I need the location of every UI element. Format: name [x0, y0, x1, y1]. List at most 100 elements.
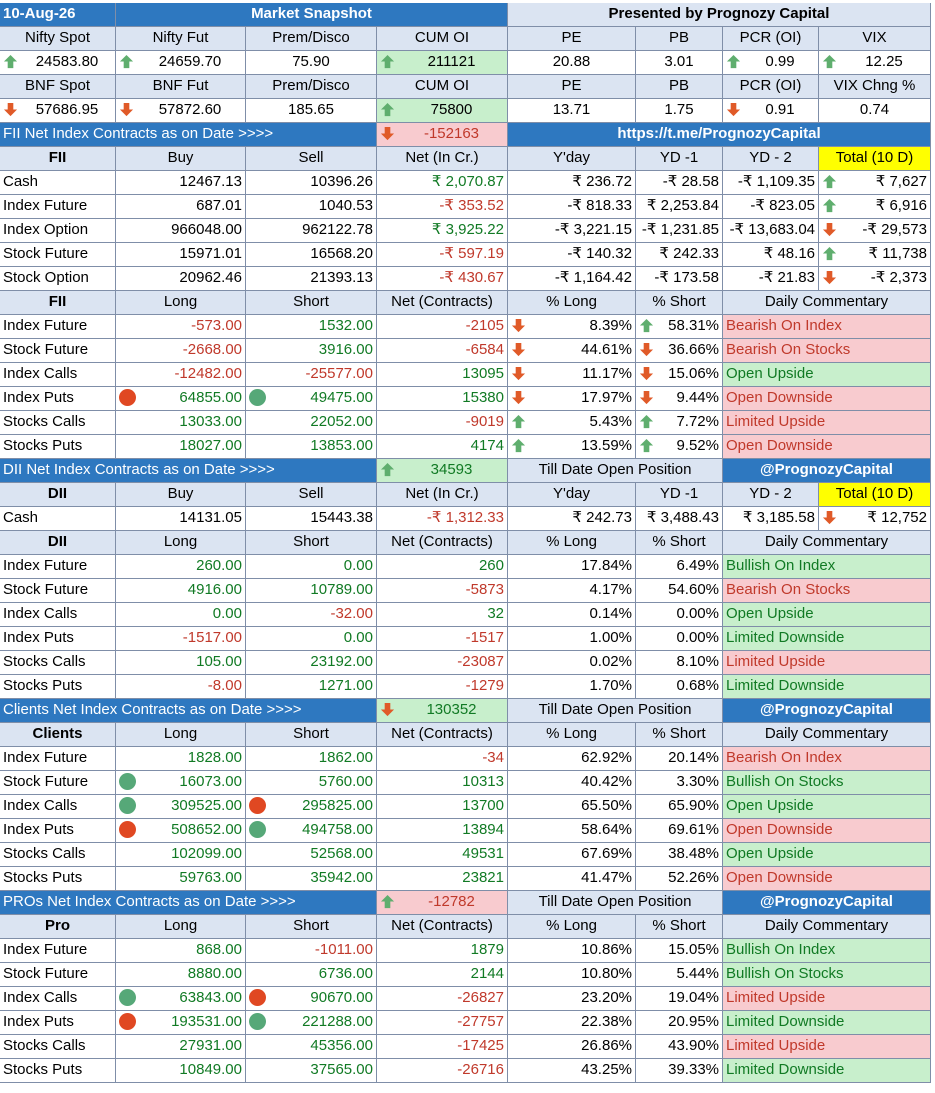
cell-text: Daily Commentary [764, 917, 889, 934]
position-cell: 58.31% [636, 315, 723, 339]
cell-text: DII Net Index Contracts as on Date >>>> [3, 461, 275, 478]
cell-text: Net (In Cr.) [405, 149, 479, 166]
cash-cell: Stock Future [0, 243, 116, 267]
cell-text: 494758.00 [302, 821, 373, 838]
position-cell: -1279 [377, 675, 508, 699]
cell-text: 8.39% [589, 317, 632, 334]
position-cell: 1879 [377, 939, 508, 963]
cash-header-cell: Net (In Cr.) [377, 147, 508, 171]
position-cell: Stocks Calls [0, 651, 116, 675]
cell-text: Prem/Disco [272, 29, 350, 46]
cell-text: BNF Spot [24, 77, 91, 94]
position-cell: 43.25% [508, 1059, 636, 1083]
cell-text: 4174 [470, 437, 504, 454]
cell-text: 309525.00 [171, 797, 242, 814]
position-header-cell: DII [0, 531, 116, 555]
cell-text: Index Calls [3, 797, 78, 814]
cell-text: -1517 [465, 629, 504, 646]
arrow-up-icon [639, 318, 654, 333]
cell-text: % Short [652, 533, 706, 550]
cell-text: -2105 [465, 317, 504, 334]
cell-text: Total (10 D) [835, 149, 914, 166]
cell-text: Stocks Puts [3, 869, 83, 886]
cash-cell: ₹ 242.73 [508, 507, 636, 531]
cell-text: 1879 [470, 941, 504, 958]
cell-text: FII [48, 149, 67, 166]
cell-text: 23.20% [581, 989, 632, 1006]
cell-text: 0.99 [765, 53, 795, 70]
position-cell: 309525.00 [116, 795, 246, 819]
position-cell: 58.64% [508, 819, 636, 843]
position-cell: 13894 [377, 819, 508, 843]
cash-cell: ₹ 6,916 [819, 195, 931, 219]
position-header-cell: Short [246, 291, 377, 315]
cell-text: 9.44% [676, 389, 719, 406]
cell-text: Limited Upside [726, 413, 826, 430]
position-cell: 7.72% [636, 411, 723, 435]
cash-cell: ₹ 236.72 [508, 171, 636, 195]
daily-commentary: Open Upside [723, 795, 931, 819]
cell-text: Open Downside [726, 821, 833, 838]
cell-text: PCR (OI) [739, 29, 802, 46]
cell-text: Open Downside [726, 437, 833, 454]
position-cell: 868.00 [116, 939, 246, 963]
position-cell: 23192.00 [246, 651, 377, 675]
cell-text: Stocks Calls [3, 653, 86, 670]
cell-text: 69.61% [668, 821, 719, 838]
cell-text: Stock Future [3, 773, 89, 790]
cell-text: Short [293, 917, 329, 934]
position-header-cell: Long [116, 291, 246, 315]
cell-text: 13033.00 [179, 413, 242, 430]
cell-text: Open Upside [726, 845, 814, 862]
position-header-cell: % Short [636, 915, 723, 939]
cell-text: 40.42% [581, 773, 632, 790]
cell-text: 75.90 [292, 53, 330, 70]
cell-text: Limited Downside [726, 629, 845, 646]
cash-header-cell: Total (10 D) [819, 147, 931, 171]
cell-text: 9.52% [676, 437, 719, 454]
position-cell: Index Future [0, 555, 116, 579]
cell-text: Limited Upside [726, 989, 826, 1006]
cell-text: Long [163, 533, 198, 550]
cell-text: -6584 [465, 341, 504, 358]
bnf-label: PB [636, 75, 723, 99]
position-cell: 13.59% [508, 435, 636, 459]
position-cell: Index Calls [0, 603, 116, 627]
cell-text: Net (In Cr.) [405, 485, 479, 502]
cell-text: 58.31% [668, 317, 719, 334]
position-cell: 17.84% [508, 555, 636, 579]
position-cell: 1271.00 [246, 675, 377, 699]
daily-commentary: Limited Downside [723, 627, 931, 651]
cell-text: 23821 [462, 869, 504, 886]
cell-text: Stock Option [3, 269, 89, 286]
cash-cell: 16568.20 [246, 243, 377, 267]
position-cell: 6.49% [636, 555, 723, 579]
arrow-up-icon [3, 54, 18, 69]
cash-cell: 15971.01 [116, 243, 246, 267]
cell-text: 8880.00 [187, 965, 242, 982]
position-cell: -1011.00 [246, 939, 377, 963]
cash-cell: Index Option [0, 219, 116, 243]
nifty-label: PB [636, 27, 723, 51]
cell-text: YD - 2 [749, 149, 792, 166]
cell-text: Buy [167, 485, 194, 502]
cell-text: Long [163, 917, 198, 934]
cash-cell: 21393.13 [246, 267, 377, 291]
bnf-value: 75800 [377, 99, 508, 123]
position-cell: 0.14% [508, 603, 636, 627]
cell-text: 39.33% [668, 1061, 719, 1078]
position-cell: 102099.00 [116, 843, 246, 867]
cell-text: Open Downside [726, 869, 833, 886]
position-cell: 10.86% [508, 939, 636, 963]
cell-text: Stocks Calls [3, 845, 86, 862]
daily-commentary: Open Upside [723, 843, 931, 867]
cell-text: 0.00 [343, 557, 373, 574]
cell-text: 38.48% [668, 845, 719, 862]
cell-text: 1828.00 [187, 749, 242, 766]
cell-text: Long [163, 725, 198, 742]
cash-cell: -₹ 430.67 [377, 267, 508, 291]
cell-text: 11.17% [582, 365, 632, 382]
cell-text: CUM OI [414, 29, 470, 46]
position-cell: 69.61% [636, 819, 723, 843]
cell-text: 10849.00 [179, 1061, 242, 1078]
